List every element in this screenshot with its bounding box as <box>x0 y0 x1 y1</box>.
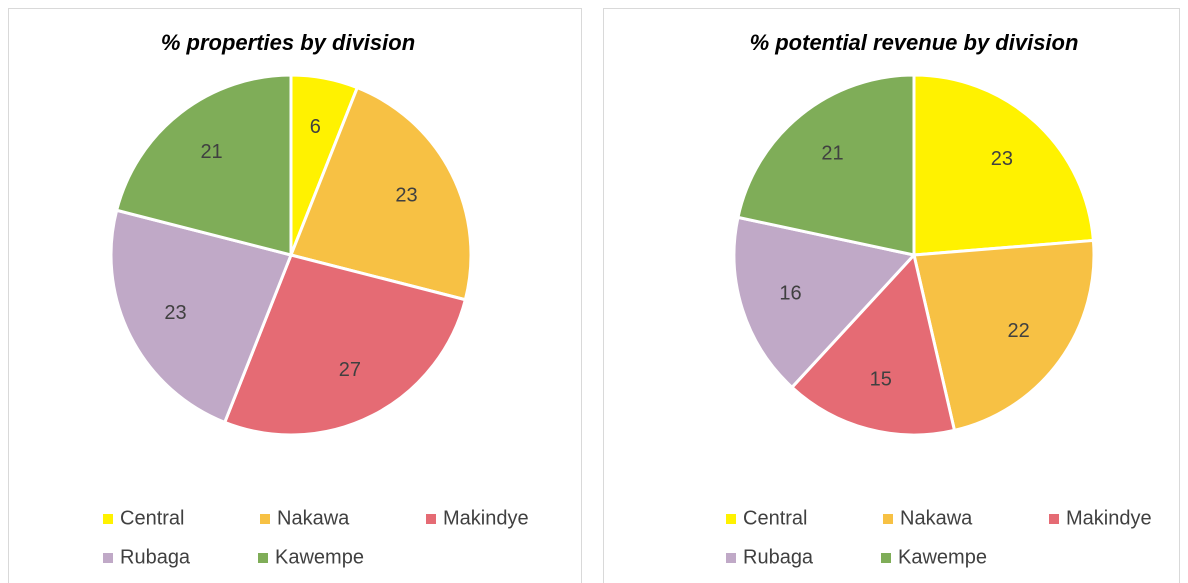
legend-label: Nakawa <box>277 507 350 529</box>
legend-label: Rubaga <box>120 546 191 568</box>
legend-label: Makindye <box>443 507 529 529</box>
pie-slice <box>288 85 473 302</box>
data-label: 16 <box>779 283 801 305</box>
data-label: 21 <box>200 141 222 163</box>
chart-title: % properties by division <box>161 30 415 55</box>
legend-marker <box>103 553 113 563</box>
chart-title: % potential revenue by division <box>750 30 1079 55</box>
legend-marker <box>260 514 270 524</box>
data-label: 21 <box>821 143 843 165</box>
legend-marker <box>426 514 436 524</box>
legend-label: Nakawa <box>900 507 973 529</box>
data-label: 22 <box>1007 320 1029 342</box>
legend-marker <box>258 553 268 563</box>
legend-marker <box>726 514 736 524</box>
data-label: 27 <box>339 359 361 381</box>
legend-label: Makindye <box>1066 507 1152 529</box>
pie-slice <box>732 215 917 390</box>
pie-slice <box>736 73 916 257</box>
data-label: 23 <box>164 302 186 324</box>
pie-slice <box>912 238 1096 433</box>
pie-slice <box>222 253 468 437</box>
legend-label: Rubaga <box>743 546 814 568</box>
pie-slice <box>114 73 293 257</box>
data-label: 15 <box>870 369 892 391</box>
data-label: 23 <box>395 184 417 206</box>
legend-marker <box>883 514 893 524</box>
pie-slice <box>789 251 957 437</box>
legend-label: Central <box>120 507 184 529</box>
data-label: 6 <box>310 116 321 138</box>
legend-label: Central <box>743 507 807 529</box>
legend-label: Kawempe <box>898 546 987 568</box>
pie-slice <box>912 73 1096 257</box>
pie-slice <box>109 208 294 425</box>
legend-marker <box>1049 514 1059 524</box>
data-label: 23 <box>991 148 1013 170</box>
legend-marker <box>726 553 736 563</box>
legend-marker <box>103 514 113 524</box>
legend-marker <box>881 553 891 563</box>
legend-label: Kawempe <box>275 546 364 568</box>
